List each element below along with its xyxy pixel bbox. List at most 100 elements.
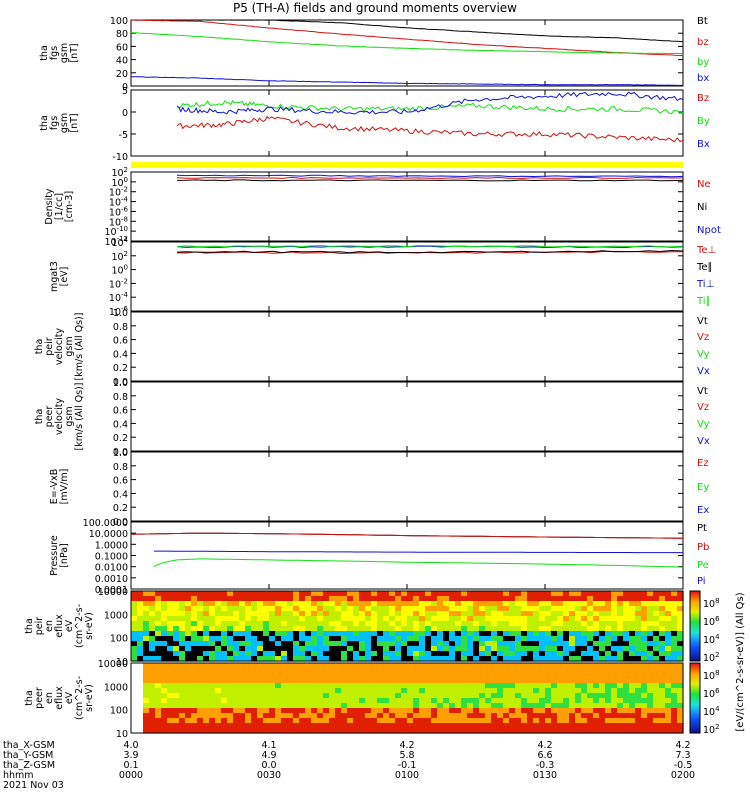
spectrogram-cell [377, 673, 384, 679]
spectrogram-cell [377, 601, 384, 607]
spectrogram-cell [575, 718, 582, 724]
spectrogram-cell [443, 621, 450, 627]
spectrogram-cell [407, 591, 414, 597]
spectrogram-cell [311, 631, 318, 637]
spectrogram-cell [353, 683, 360, 689]
spectrogram-cell [275, 708, 282, 714]
spectrogram-cell [659, 663, 666, 669]
spectrogram-cell [281, 688, 288, 694]
spectrogram-cell [455, 631, 462, 637]
spectrogram-cell [317, 646, 324, 652]
spectrogram-cell [659, 641, 666, 647]
spectrogram-cell [545, 616, 552, 622]
spectrogram-cell [359, 596, 366, 602]
spectrogram-cell [575, 631, 582, 637]
spectrogram-cell [167, 688, 174, 694]
spectrogram-cell [389, 646, 396, 652]
spectrogram-cell [605, 596, 612, 602]
spectrogram-cell [539, 673, 546, 679]
spectrogram-cell [515, 728, 522, 734]
panel-frame [130, 171, 684, 242]
spectrogram-cell [215, 703, 222, 709]
spectrogram-cell [581, 651, 588, 657]
spectrogram-cell [203, 678, 210, 684]
spectrogram-cell [227, 708, 234, 714]
spectrogram-cell [593, 641, 600, 647]
spectrogram-cell [671, 693, 678, 699]
spectrogram-cell [569, 626, 576, 632]
spectrogram-cell [617, 708, 624, 714]
spectrogram-cell [569, 668, 576, 674]
spectrogram-cell [185, 606, 192, 612]
spectrogram-cell [365, 688, 372, 694]
y-axis-label: [km/s (All Qs)] [74, 383, 85, 451]
spectrogram-cell [251, 596, 258, 602]
spectrogram-cell [347, 663, 354, 669]
y-tick-label: 100 [110, 706, 128, 717]
spectrogram-cell [335, 651, 342, 657]
spectrogram-cell [479, 616, 486, 622]
spectrogram-cell [323, 678, 330, 684]
spectrogram-cell [341, 636, 348, 642]
series-line-Te∥ [176, 249, 684, 254]
spectrogram-cell [191, 591, 198, 597]
spectrogram-cell [515, 646, 522, 652]
spectrogram-cell [533, 678, 540, 684]
spectrogram-cell [299, 728, 306, 734]
spectrogram-cell [269, 683, 276, 689]
legend-Pi: Pi [697, 576, 706, 587]
spectrogram-cell [485, 723, 492, 729]
spectrogram-cell [641, 591, 648, 597]
spectrogram-cell [173, 718, 180, 724]
spectrogram-cell [581, 591, 588, 597]
spectrogram-cell [509, 656, 516, 662]
panel-frame [130, 590, 684, 662]
legend-Te⊥: Te⊥ [696, 245, 716, 256]
spectrogram-cell [401, 713, 408, 719]
spectrogram-cell [401, 611, 408, 617]
spectrogram-cell [179, 683, 186, 689]
spectrogram-cell [485, 688, 492, 694]
spectrogram-cell [137, 616, 144, 622]
spectrogram-cell [395, 621, 402, 627]
spectrogram-cell [581, 606, 588, 612]
spectrogram-cell [305, 698, 312, 704]
spectrogram-cell [401, 651, 408, 657]
spectrogram-cell [137, 678, 144, 684]
spectrogram-cell [263, 616, 270, 622]
spectrogram-cell [305, 626, 312, 632]
spectrogram-cell [551, 688, 558, 694]
spectrogram-cell [617, 601, 624, 607]
spectrogram-cell [677, 683, 684, 689]
legend-Pb: Pb [697, 542, 709, 553]
spectrogram-cell [257, 678, 264, 684]
spectrogram-cell [641, 703, 648, 709]
spectrogram-cell [593, 601, 600, 607]
spectrogram-cell [269, 626, 276, 632]
spectrogram-cell [431, 606, 438, 612]
spectrogram-cell [347, 683, 354, 689]
spectrogram-cell [455, 646, 462, 652]
spectrogram-cell [467, 591, 474, 597]
spectrogram-cell [251, 718, 258, 724]
spectrogram-cell [239, 713, 246, 719]
spectrogram-cell [671, 713, 678, 719]
x-axis-value: 3.9 [123, 750, 138, 761]
spectrogram-cell [461, 631, 468, 637]
spectrogram-cell [293, 616, 300, 622]
spectrogram-cell [173, 646, 180, 652]
spectrogram-cell [413, 698, 420, 704]
spectrogram-cell [623, 621, 630, 627]
spectrogram-cell [413, 651, 420, 657]
spectrogram-cell [521, 601, 528, 607]
spectrogram-cell [227, 646, 234, 652]
spectrogram-cell [269, 663, 276, 669]
spectrogram-cell [209, 698, 216, 704]
spectrogram-cell [593, 698, 600, 704]
spectrogram-cell [455, 678, 462, 684]
spectrogram-cell [611, 616, 618, 622]
spectrogram-cell [215, 626, 222, 632]
spectrogram-cell [377, 646, 384, 652]
spectrogram-cell [221, 713, 228, 719]
spectrogram-cell [371, 626, 378, 632]
